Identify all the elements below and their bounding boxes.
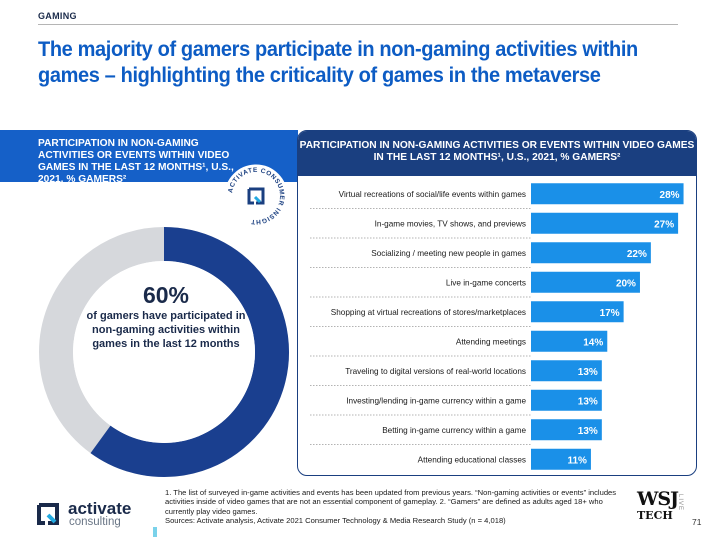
bar-category-label: Attending educational classes [418,455,526,464]
bar-chart-panel: PARTICIPATION IN NON-GAMING ACTIVITIES O… [297,130,697,476]
sources-text: Sources: Activate analysis, Activate 202… [165,516,506,526]
bar-value-label: 22% [627,249,647,260]
bar-value-label: 11% [567,455,587,466]
left-panel-title: PARTICIPATION IN NON-GAMING ACTIVITIES O… [38,138,234,185]
footnotes: 1. The list of surveyed in-game activiti… [165,488,630,526]
activate-mark-icon [37,503,59,525]
bar-value-label: 14% [583,337,603,348]
section-divider [38,24,678,25]
donut-value: 60% [142,282,190,308]
page-number: 71 [692,517,702,527]
bar [531,212,679,234]
bar-value-label: 13% [578,396,598,407]
bar [531,301,624,323]
logo-subtitle: consulting [69,516,121,528]
donut-chart [39,227,289,477]
left-panel-header: PARTICIPATION IN NON-GAMING ACTIVITIES O… [0,130,298,185]
bar [531,183,684,205]
footnote-text: 1. The list of surveyed in-game activiti… [165,488,617,516]
donut-description: of gamers have participated in non-gamin… [86,310,246,350]
bar-value-label: 28% [660,190,680,201]
live-wordmark: LIVE [677,494,683,512]
bar [531,242,651,264]
bar-category-label: In-game movies, TV shows, and previews [375,219,526,228]
donut-hole [73,261,255,443]
bar-category-label: Traveling to digital versions of real-wo… [345,367,526,376]
bar-category-label: Shopping at virtual recreations of store… [331,308,526,317]
consumer-insight-badge: ACTIVATE CONSUMER INSIGHT [224,164,288,228]
bar-category-label: Virtual recreations of social/life event… [339,190,526,199]
bar [531,330,608,352]
activate-logo-icon [247,187,265,205]
bar-category-label: Socializing / meeting new people in game… [371,249,526,258]
bar [531,271,640,293]
donut-center: 60% of gamers have participated in non-g… [82,282,250,351]
bar-category-label: Live in-game concerts [446,278,526,287]
bar [531,419,602,441]
bar-category-label: Investing/lending in-game currency withi… [346,396,526,405]
bar-value-label: 17% [600,308,620,319]
bar-chart: Virtual recreations of social/life event… [310,183,684,470]
accent-bar [153,527,157,537]
donut-filled-arc [90,227,289,477]
tech-wordmark: TECH [637,509,673,522]
wsj-tech-live-logo: WSJ TECH LIVE [637,490,685,530]
page-title: The majority of gamers participate in no… [38,37,638,87]
activate-logo: activate consulting [34,499,164,529]
bar-category-label: Betting in-game currency within a game [382,426,526,435]
bar-value-label: 27% [654,219,674,230]
bar-value-label: 13% [578,367,598,378]
bar [531,360,602,382]
wsj-wordmark: WSJ [637,488,679,510]
bar-value-label: 20% [616,278,636,289]
bar-value-label: 13% [578,426,598,437]
bar-category-label: Attending meetings [456,337,526,346]
bar-chart-title: PARTICIPATION IN NON-GAMING ACTIVITIES O… [298,131,696,176]
section-tag: GAMING [38,11,77,21]
bar [531,389,602,411]
bar [531,448,591,470]
logo-wordmark: activate [68,499,132,518]
